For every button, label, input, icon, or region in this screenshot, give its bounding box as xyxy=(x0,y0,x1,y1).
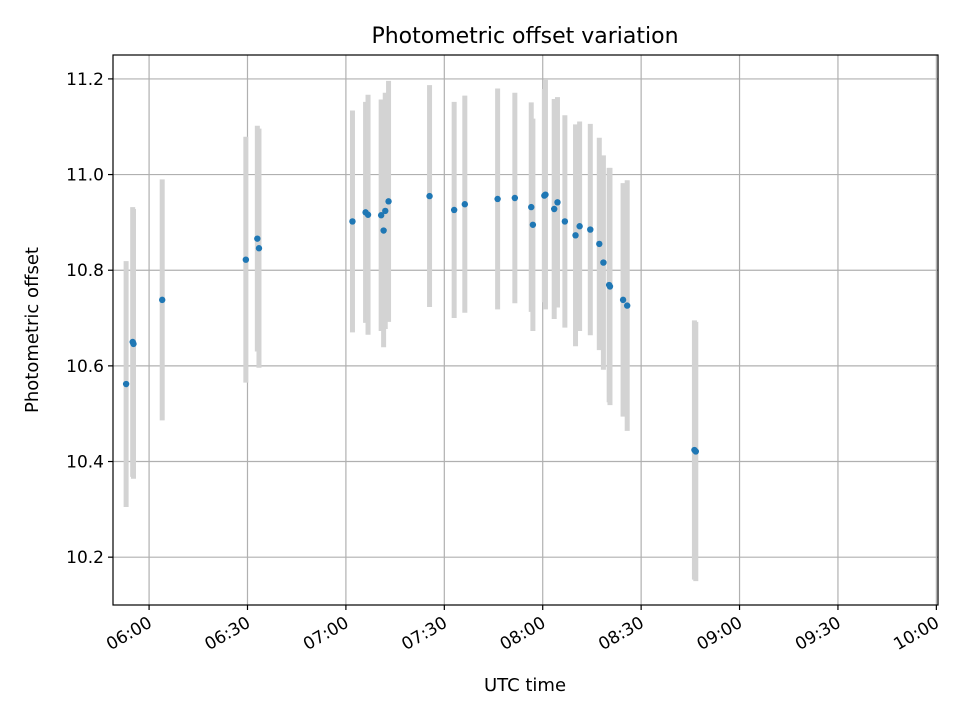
data-point xyxy=(587,226,594,233)
grid-y xyxy=(113,78,938,558)
data-point xyxy=(511,194,519,202)
data-point xyxy=(692,448,700,455)
y-ticks: 10.2 10.4 10.6 10.8 11.0 11.2 xyxy=(66,70,113,568)
data-point xyxy=(461,201,469,208)
points xyxy=(122,191,700,455)
x-tick-label: 09:30 xyxy=(792,613,844,655)
data-point xyxy=(382,207,389,215)
data-point xyxy=(255,245,263,252)
x-tick-label: 08:30 xyxy=(595,613,647,655)
x-axis-label: UTC time xyxy=(484,675,566,696)
data-point xyxy=(572,232,579,239)
x-tick-label: 09:00 xyxy=(694,613,746,655)
y-tick-label: 10.6 xyxy=(66,357,104,377)
y-axis-label: Photometric offset xyxy=(22,247,43,413)
x-tick-label: 07:30 xyxy=(398,613,450,655)
y-tick-label: 10.8 xyxy=(66,261,104,281)
data-point xyxy=(364,211,372,218)
data-point xyxy=(377,212,385,219)
data-point xyxy=(159,296,166,304)
y-tick-label: 11.2 xyxy=(66,70,104,90)
x-tick-label: 08:00 xyxy=(497,613,549,655)
data-point xyxy=(242,256,250,263)
data-point xyxy=(529,221,537,228)
data-point xyxy=(606,283,614,290)
data-point xyxy=(596,240,603,248)
x-tick-label: 07:00 xyxy=(300,613,352,655)
chart-title: Photometric offset variation xyxy=(371,24,678,49)
y-tick-label: 11.0 xyxy=(66,166,104,186)
plot-frame xyxy=(112,54,939,606)
x-tick-label: 10:00 xyxy=(890,613,942,655)
data-point xyxy=(385,198,392,205)
errorbars xyxy=(123,79,699,582)
data-point xyxy=(254,235,261,242)
data-point xyxy=(619,296,627,304)
data-point xyxy=(561,218,569,225)
x-tick-label: 06:30 xyxy=(202,613,254,655)
data-point xyxy=(623,302,631,309)
data-point xyxy=(450,206,458,214)
data-point xyxy=(528,203,535,211)
y-tick-label: 10.4 xyxy=(66,453,104,473)
data-point xyxy=(554,199,561,206)
data-point xyxy=(542,191,549,198)
data-point xyxy=(130,340,137,348)
data-point xyxy=(426,192,433,200)
x-tick-label: 06:00 xyxy=(103,613,155,655)
data-point xyxy=(494,195,501,203)
data-point xyxy=(576,223,583,230)
data-point xyxy=(349,218,356,225)
x-ticks: 06:00 06:30 07:00 07:30 08:00 08:30 09:00 09:30… xyxy=(103,605,943,655)
y-tick-label: 10.2 xyxy=(66,548,104,568)
data-point xyxy=(380,227,387,234)
data-point xyxy=(551,205,558,213)
data-point xyxy=(122,380,130,388)
data-point xyxy=(600,259,607,266)
